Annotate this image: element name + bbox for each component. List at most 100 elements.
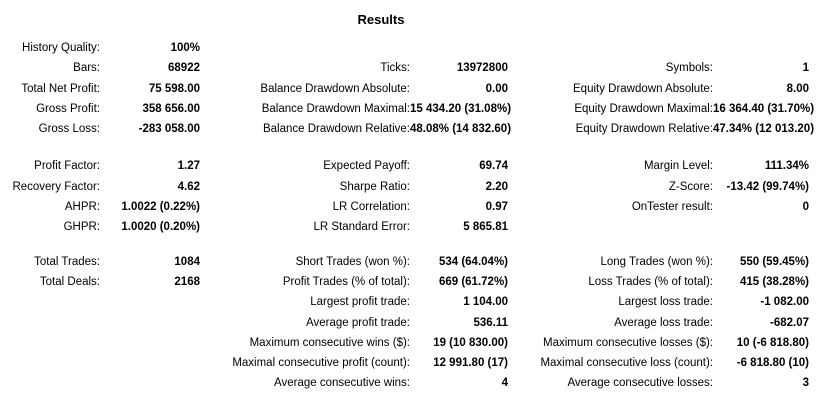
stat-label: Balance Drawdown Maximal: [261,102,410,115]
stats-row: Gross Loss: -283 058.00 Balance Drawdown… [0,119,814,139]
stat-value: 1.27 [177,160,200,173]
stat-label: Symbols: [665,62,713,75]
stat-label: Total Deals: [39,275,100,288]
stat-label: Gross Loss: [38,123,100,136]
stat-value: 100% [170,42,200,54]
stat-value [713,38,809,58]
stat-label: Bars: [73,62,100,75]
stat-label: Average consecutive wins: [274,377,410,390]
stat-label: OnTester result: [631,201,713,214]
stat-label [0,373,100,393]
stat-label: Expected Payoff: [323,160,410,173]
stats-row: Maximal consecutive profit (count): 12 9… [0,353,809,373]
stat-value: -13.42 (99.74%) [726,180,809,193]
stat-value: 0 [802,201,809,214]
stat-label: Equity Drawdown Relative: [575,123,713,136]
stat-label: Gross Profit: [36,102,100,115]
stat-value [100,292,200,312]
stat-value: -6 818.80 (10) [736,357,809,370]
stat-label: Average consecutive losses: [567,377,713,390]
stat-label: Balance Drawdown Relative: [262,123,410,136]
stat-value: 68922 [168,62,200,75]
stat-label: LR Correlation: [332,201,410,214]
stat-value: 1.0022 (0.22%) [121,201,200,214]
stat-value [713,217,809,237]
stat-value: 415 (38.28%) [739,275,809,288]
stat-value: 536.11 [473,316,508,329]
stats-row: Recovery Factor: 4.62 Sharpe Ratio: 2.20… [0,177,809,197]
stat-value: 1 [802,62,809,75]
stat-label: GHPR: [63,221,100,234]
stat-label: Maximal consecutive profit (count): [232,357,410,370]
stats-row: Largest profit trade: 1 104.00 Largest l… [0,292,809,312]
stat-label: Balance Drawdown Absolute: [260,82,410,95]
stat-label [0,292,100,312]
stat-label: Average profit trade: [306,316,410,329]
stat-value: 69.74 [479,160,508,173]
stat-label: Profit Trades (% of total): [282,275,410,288]
stats-row: Profit Factor: 1.27 Expected Payoff: 69.… [0,156,809,176]
stat-label: Z-Score: [668,180,713,193]
stat-value: 0.97 [485,201,508,214]
stat-label [508,38,713,58]
stat-value [100,373,200,393]
stat-label: Total Trades: [34,255,100,268]
stat-value: 4 [501,377,508,390]
stat-label [0,353,100,373]
stat-value: 75 598.00 [148,82,200,95]
stat-value: -682.07 [769,316,809,329]
stat-value: 2.20 [485,180,508,193]
stat-value: 16 364.40 (31.70%) [713,102,815,115]
stat-value: 15 434.20 (31.08%) [410,102,512,115]
stat-value: 0.00 [485,82,508,95]
stat-label: Sharpe Ratio: [339,180,410,193]
stats-row: Total Trades: 1084 Short Trades (won %):… [0,252,809,272]
stat-label: Largest profit trade: [310,296,410,309]
stat-value: -1 082.00 [760,296,809,309]
stat-value: 550 (59.45%) [739,255,809,268]
stats-row: Total Net Profit: 75 598.00 Balance Draw… [0,79,809,99]
stat-value: 48.08% (14 832.60) [410,123,512,136]
stat-label [508,217,713,237]
stat-label: Margin Level: [643,160,713,173]
stat-value: 10 (-6 818.80) [736,336,809,349]
stat-label: Loss Trades (% of total): [588,275,713,288]
stats-row: GHPR: 1.0020 (0.20%) LR Standard Error: … [0,217,809,237]
stat-value: 358 656.00 [142,102,200,115]
stat-value: 19 (10 830.00) [433,336,508,349]
stats-row: Maximum consecutive wins ($): 19 (10 830… [0,333,809,353]
stats-row: Average consecutive wins: 4 Average cons… [0,373,809,393]
stat-value [410,38,508,58]
stat-label: Equity Drawdown Maximal: [574,102,713,115]
stats-grid: History Quality: 100% Bars: 68922 Ticks:… [0,38,815,394]
stat-label [200,38,410,58]
stats-row: Average profit trade: 536.11 Average los… [0,313,809,333]
stat-label: AHPR: [64,201,100,214]
stat-value [100,353,200,373]
stat-label: Ticks: [380,62,410,75]
stat-value: 3 [802,377,809,390]
stat-value: 4.62 [177,180,200,193]
stat-label: Recovery Factor: [12,180,100,193]
stats-row: History Quality: 100% [0,38,809,58]
stat-value: 1.0020 (0.20%) [121,221,200,234]
stat-value: 669 (61.72%) [438,275,508,288]
stat-value: 111.34% [764,160,809,173]
stat-label: Short Trades (won %): [295,255,410,268]
stat-value: 534 (64.04%) [438,255,508,268]
stat-label: LR Standard Error: [313,221,410,234]
stat-value: 1084 [174,255,200,268]
stats-row: Bars: 68922 Ticks: 13972800 Symbols: 1 [0,58,809,78]
stat-label: Average loss trade: [614,316,713,329]
stat-value: 5 865.81 [463,221,508,234]
stat-value: 2168 [174,275,200,288]
stat-label: Maximum consecutive losses ($): [543,336,713,349]
stat-label [0,333,100,353]
stat-label: Largest loss trade: [618,296,713,309]
stat-label: Maximum consecutive wins ($): [249,336,410,349]
stat-label: Long Trades (won %): [600,255,713,268]
stat-value [100,313,200,333]
stat-value [100,333,200,353]
stat-value: -283 058.00 [138,123,200,136]
